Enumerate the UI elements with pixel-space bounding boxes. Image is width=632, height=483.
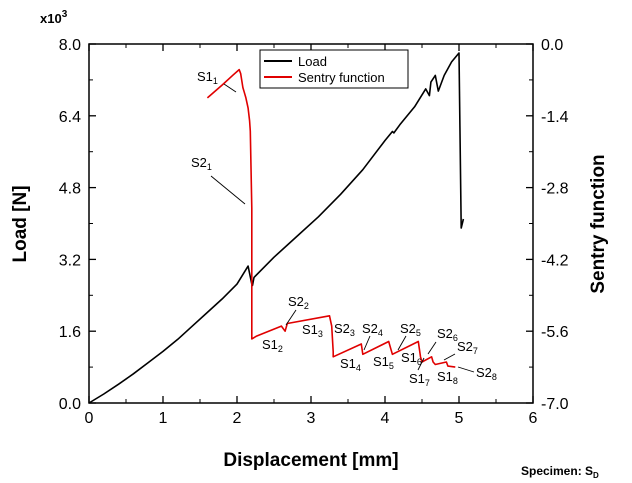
y2-tick-label: -2.8 xyxy=(541,181,569,198)
y2-tick-label: 0.0 xyxy=(541,37,563,54)
annotation-leader xyxy=(397,335,407,351)
annotation-label: S11 xyxy=(197,69,218,86)
annotation-label: S27 xyxy=(457,339,478,356)
y2-tick-label: -7.0 xyxy=(541,396,569,413)
annotation-leader xyxy=(363,335,371,351)
y-tick-label: 3.2 xyxy=(59,252,81,269)
y-tick-label: 6.4 xyxy=(59,109,81,126)
annotation-label: S24 xyxy=(362,321,383,338)
y2-axis-title: Sentry function xyxy=(588,154,609,293)
annotation-label: S13 xyxy=(302,322,323,339)
annotation-leader xyxy=(285,309,297,326)
x-tick-label: 1 xyxy=(159,410,168,427)
annotation-label: S14 xyxy=(340,356,361,373)
x-tick-label: 2 xyxy=(233,410,242,427)
annotation-leader xyxy=(457,366,475,373)
annotation-label: S26 xyxy=(437,326,458,343)
y2-tick-label: -5.6 xyxy=(541,324,569,341)
x-axis-title: Displacement [mm] xyxy=(223,450,398,471)
annotation-label: S21 xyxy=(191,155,212,172)
x-tick-label: 0 xyxy=(85,410,94,427)
annotation-label: S25 xyxy=(400,321,421,338)
legend: Load Sentry function xyxy=(259,49,409,89)
y-tick-label: 4.8 xyxy=(59,181,81,198)
footer-specimen: Specimen: SD xyxy=(521,464,599,480)
annotation-leader xyxy=(417,357,425,371)
x-tick-label: 4 xyxy=(381,410,390,427)
y-tick-label: 1.6 xyxy=(59,324,81,341)
legend-label-load: Load xyxy=(298,54,327,69)
y-tick-label: 8.0 xyxy=(59,37,81,54)
sentry-series-line xyxy=(206,68,456,368)
footer-specimen-sub: D xyxy=(593,471,599,480)
y-scale-label: x103 xyxy=(40,9,68,26)
y2-tick-label: -4.2 xyxy=(541,252,569,269)
series-layer xyxy=(88,52,465,404)
y2-tick-label: -1.4 xyxy=(541,109,569,126)
annotation-label: S28 xyxy=(476,365,497,382)
annotation-label: S15 xyxy=(373,354,394,371)
y-scale-base: x10 xyxy=(40,11,62,26)
annotation-leader xyxy=(443,353,456,361)
annotation-leader xyxy=(210,175,246,205)
x-tick-label: 5 xyxy=(455,410,464,427)
y-axis-title: Load [N] xyxy=(10,185,31,262)
y-scale-exponent: 3 xyxy=(62,9,68,20)
annotation-leader xyxy=(427,341,437,355)
load-series-line xyxy=(88,52,465,404)
annotation-label: S23 xyxy=(334,321,355,338)
annotation-label: S22 xyxy=(288,294,309,311)
x-tick-label: 3 xyxy=(307,410,316,427)
annotation-label: S18 xyxy=(437,369,458,386)
footer-specimen-text: Specimen: S xyxy=(521,464,593,478)
legend-box xyxy=(259,49,409,89)
annotation-label: S17 xyxy=(409,371,430,388)
annotation-label: S16 xyxy=(401,350,422,367)
annotation-label: S12 xyxy=(262,337,283,354)
annotation-leader xyxy=(223,83,237,93)
y-tick-label: 0.0 xyxy=(59,396,81,413)
axes-layer: 0 1 2 3 4 5 6 0.0 1.6 3.2 4.8 6.4 8.0 0.0 -1.4 -2.8 -4.2… xyxy=(59,37,569,427)
legend-label-sentry: Sentry function xyxy=(298,70,385,85)
x-tick-label: 6 xyxy=(529,410,538,427)
